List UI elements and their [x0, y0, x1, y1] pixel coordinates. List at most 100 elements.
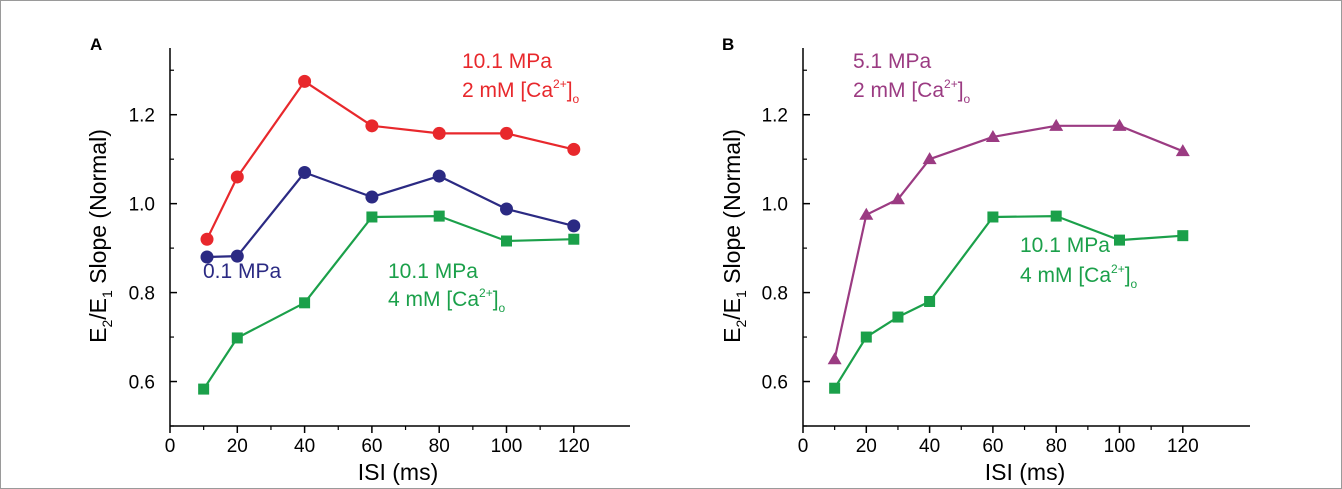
svg-text:4 mM [Ca2+]o: 4 mM [Ca2+]o	[388, 286, 506, 315]
annotation-b-purple-sup: 2+	[944, 77, 958, 91]
panel-b-axes	[802, 48, 1250, 427]
panel-a-series-0-line	[206, 80, 575, 240]
panel-a-series-1-line	[206, 171, 575, 259]
annotation-a-green-line2: 4 mM [Ca	[388, 288, 479, 311]
panel-a-x-title: ISI (ms)	[358, 459, 439, 485]
panel-b-series-0-line	[833, 124, 1184, 360]
annotation-a-green-sup: 2+	[479, 286, 493, 300]
panel-a-x-tick-label: 20	[227, 436, 248, 457]
panel-b-series-0-point	[922, 152, 937, 165]
panel-b-x-tick-label: 120	[1167, 436, 1199, 457]
panel-a-x-tick-label: 60	[361, 436, 382, 457]
annotation-a-red: 10.1 MPa 2 mM [Ca2+]o	[462, 50, 580, 106]
annotation-a-red-line2: 2 mM [Ca	[462, 79, 553, 102]
annotation-b-purple: 5.1 MPa 2 mM [Ca2+]o	[853, 50, 971, 106]
panel-a-series-1-point	[500, 202, 513, 216]
panel-a-series-2-point	[433, 210, 445, 222]
annotation-a-red-close: ]	[567, 79, 573, 102]
panel-a-x-tick-label: 40	[294, 436, 315, 457]
annotation-a-red-sup: 2+	[553, 77, 567, 91]
panel-b-series-0-point	[985, 129, 1000, 142]
panel-b-y-tick-label: 1.0	[762, 195, 788, 216]
panel-a-axes	[169, 48, 630, 427]
annotation-b-green-line1: 10.1 MPa	[1020, 234, 1110, 257]
panel-b-series-1-point	[860, 331, 872, 343]
panel-b-x-tick-label: 100	[1104, 436, 1136, 457]
panel-b-x-tick-label: 20	[856, 436, 877, 457]
panel-a-y-title: E2/E1 Slope (Normal)	[85, 129, 115, 343]
panel-b-y-tick-label: 0.8	[762, 284, 788, 305]
panel-b-x-tick-label: 80	[1046, 436, 1067, 457]
annotation-a-green-line1: 10.1 MPa	[388, 260, 478, 283]
panel-b-x-title: ISI (ms)	[985, 459, 1066, 485]
annotation-b-purple-close: ]	[958, 79, 964, 102]
panel-a-series-1-point	[567, 219, 581, 233]
panel-a-series-2-point	[231, 332, 243, 344]
panel-b-series-1-point	[924, 295, 936, 307]
panel-b-series-0-point	[890, 192, 905, 205]
panel-a-series-1-point	[298, 166, 312, 180]
panel-b-series-1-point	[1177, 230, 1189, 242]
panel-b-series-1-point	[829, 382, 841, 394]
annotation-b-purple-line1: 5.1 MPa	[853, 50, 932, 73]
panel-b-series-1-point	[987, 211, 999, 223]
panel-a-series-0-point	[567, 142, 581, 156]
panel-b: B 0 20 40 60 80 100 120 0.60.81.01.2 ISI (ms) …	[719, 35, 1250, 485]
panel-a-series-1-point	[230, 249, 244, 263]
panel-b-series-1-point	[1050, 210, 1062, 222]
annotation-a-green: 10.1 MPa 4 mM [Ca2+]o	[388, 260, 506, 315]
panel-b-x-tick-label: 60	[982, 436, 1003, 457]
svg-text:2 mM [Ca2+]o: 2 mM [Ca2+]o	[462, 77, 580, 106]
svg-text:E2/E1 Slope (Normal): E2/E1 Slope (Normal)	[85, 129, 115, 343]
panel-a-series-2-point	[299, 297, 311, 309]
panel-a-y-ticks: 0.6 0.8 1.0 1.2	[129, 69, 177, 427]
annotation-a-blue-line1: 0.1 MPa	[203, 260, 282, 283]
panel-b-y-tick-label: 0.6	[762, 373, 788, 394]
panel-a-series-0-point	[298, 74, 312, 88]
panel-a-series-1-point	[365, 190, 379, 204]
annotation-a-red-line1: 10.1 MPa	[462, 50, 552, 73]
annotation-b-green: 10.1 MPa 4 mM [Ca2+]o	[1020, 234, 1138, 291]
panel-a-y-tick-label: 0.6	[129, 373, 155, 394]
panel-a-x-tick-label: 0	[165, 436, 176, 457]
panel-b-series-0-point	[1112, 118, 1127, 131]
annotation-a-red-sub: o	[573, 92, 580, 106]
annotation-b-green-line2: 4 mM [Ca	[1020, 264, 1111, 287]
panel-a-series-2-point	[198, 383, 210, 395]
panel-a-series-1-point	[200, 250, 214, 264]
svg-text:2 mM [Ca2+]o: 2 mM [Ca2+]o	[853, 77, 971, 106]
panel-a-label: A	[90, 35, 102, 54]
panel-a-y-tick-label: 1.0	[129, 195, 155, 216]
panel-a-series-0-point	[500, 126, 513, 140]
annotation-b-green-sup: 2+	[1111, 262, 1125, 276]
panel-a-x-tick-label: 120	[558, 436, 590, 457]
panel-b-label: B	[722, 35, 734, 54]
panel-b-y-ticks: 0.6 0.8 1.0 1.2	[762, 69, 810, 427]
panel-b-y-tick-label: 1.2	[762, 106, 788, 127]
panel-a-series-2-point	[568, 233, 580, 245]
panel-a-x-tick-label: 100	[491, 436, 523, 457]
panel-a-x-tick-label: 80	[429, 436, 450, 457]
annotation-a-green-sub: o	[499, 301, 506, 315]
svg-text:4 mM [Ca2+]o: 4 mM [Ca2+]o	[1020, 262, 1138, 291]
panel-b-series-1-line	[833, 215, 1183, 389]
panel-a-x-ticks: 0 20 40 60 80 100 120	[165, 426, 590, 457]
panel-a-series-0-point	[365, 119, 379, 133]
panel-a-series-1-point	[432, 169, 446, 183]
panel-b-series	[827, 118, 1190, 394]
panel-b-x-tick-label: 0	[798, 436, 809, 457]
annotation-a-blue: 0.1 MPa	[203, 260, 282, 283]
panel-b-y-title: E2/E1 Slope (Normal)	[719, 129, 749, 343]
panel-b-series-0-point	[859, 207, 874, 220]
panel-a-series-0-point	[200, 232, 214, 246]
annotation-b-purple-line2: 2 mM [Ca	[853, 79, 944, 102]
panel-b-series-0-point	[1175, 144, 1190, 157]
panel-a-series-2-point	[366, 211, 378, 223]
panel-b-series-1-point	[892, 311, 904, 323]
panel-b-series-0-point	[827, 352, 842, 365]
annotation-b-purple-sub: o	[964, 92, 971, 106]
panel-a-series	[198, 74, 581, 395]
panel-b-series-0-point	[1049, 118, 1064, 131]
panel-a-y-tick-label: 1.2	[129, 106, 155, 127]
